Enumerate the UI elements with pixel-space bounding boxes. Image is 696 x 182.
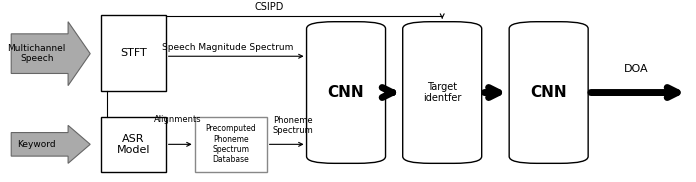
FancyBboxPatch shape [306,22,386,163]
FancyBboxPatch shape [100,15,166,91]
FancyBboxPatch shape [403,22,482,163]
Text: Speech Magnitude Spectrum: Speech Magnitude Spectrum [162,43,293,52]
Text: Alignments: Alignments [155,115,202,124]
Text: DOA: DOA [624,64,649,74]
Text: Keyword: Keyword [17,140,56,149]
Polygon shape [11,125,90,163]
Text: Target
identfer: Target identfer [423,82,461,103]
Polygon shape [11,22,90,86]
Text: CSIPD: CSIPD [254,2,283,12]
Text: Multichannel
Speech: Multichannel Speech [8,44,66,63]
Text: STFT: STFT [120,48,146,58]
FancyBboxPatch shape [195,117,267,172]
Text: CNN: CNN [328,85,365,100]
Text: ASR
Model: ASR Model [116,134,150,155]
Text: Precomputed
Phoneme
Spectrum
Database: Precomputed Phoneme Spectrum Database [205,124,256,165]
Text: CNN: CNN [530,85,567,100]
FancyBboxPatch shape [509,22,588,163]
FancyBboxPatch shape [100,117,166,172]
Text: Phoneme
Spectrum: Phoneme Spectrum [272,116,313,135]
